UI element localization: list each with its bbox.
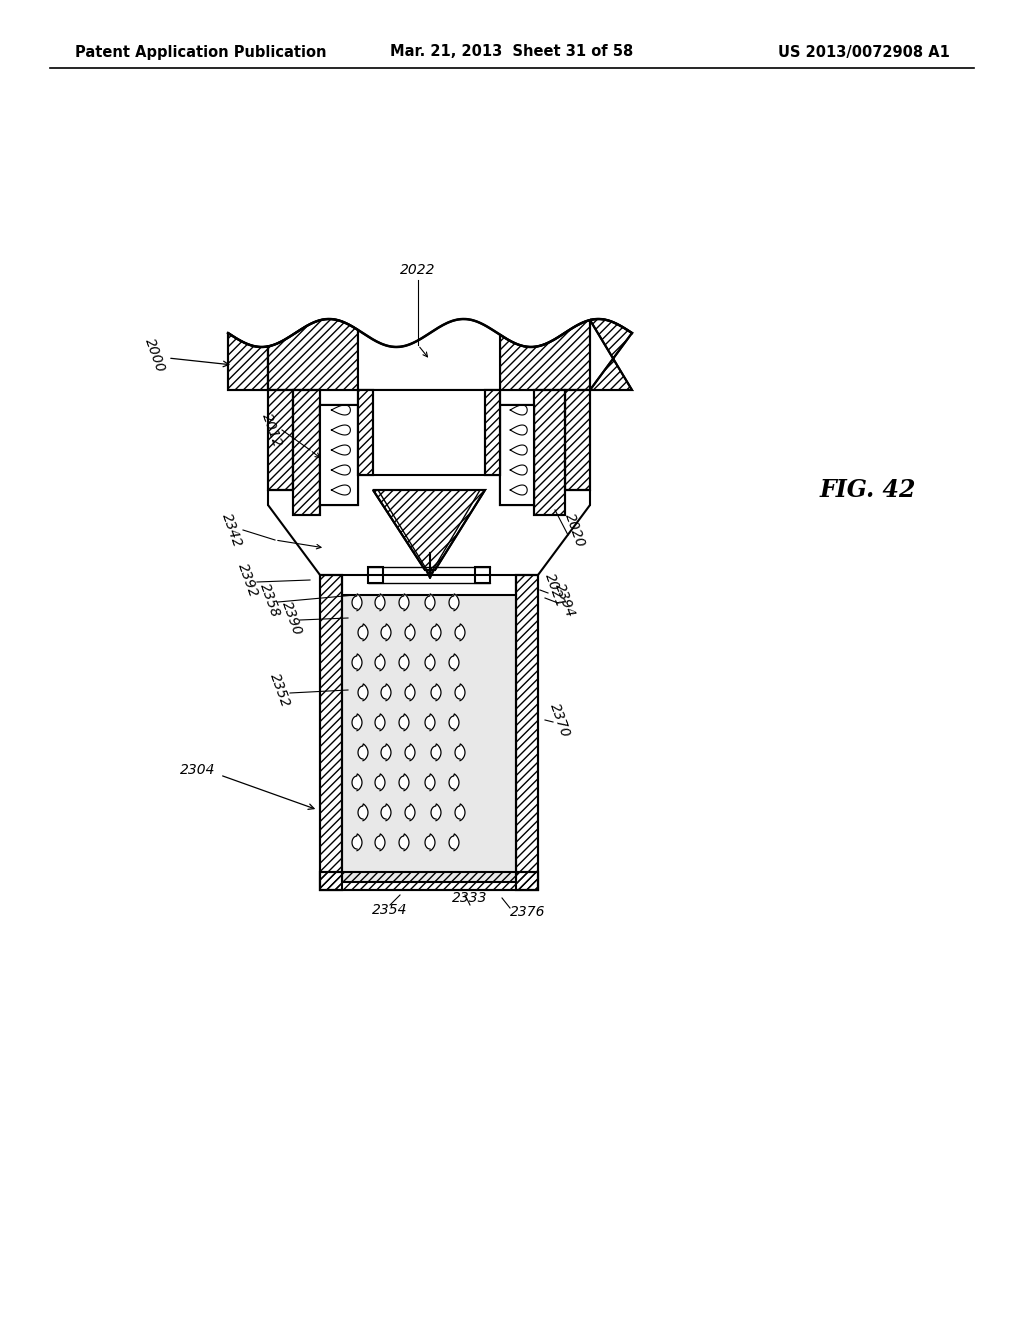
Text: 2392: 2392 — [236, 561, 261, 599]
Text: FIG. 42: FIG. 42 — [820, 478, 916, 502]
Polygon shape — [425, 653, 435, 671]
Polygon shape — [358, 744, 368, 760]
Polygon shape — [352, 594, 362, 611]
Polygon shape — [455, 804, 465, 821]
Text: 2304: 2304 — [179, 763, 215, 777]
Polygon shape — [431, 624, 441, 640]
Polygon shape — [500, 405, 534, 506]
Polygon shape — [406, 684, 415, 701]
Polygon shape — [449, 834, 459, 850]
Text: 2012: 2012 — [259, 411, 285, 449]
Polygon shape — [449, 594, 459, 611]
Text: 2342: 2342 — [219, 511, 245, 549]
Polygon shape — [425, 594, 435, 611]
Polygon shape — [399, 653, 409, 671]
Polygon shape — [352, 653, 362, 671]
Polygon shape — [455, 744, 465, 760]
Polygon shape — [475, 568, 490, 583]
Polygon shape — [406, 804, 415, 821]
Polygon shape — [358, 389, 373, 475]
Text: 2390: 2390 — [280, 599, 305, 638]
Polygon shape — [228, 333, 268, 389]
Polygon shape — [565, 389, 590, 490]
Polygon shape — [500, 405, 534, 506]
Polygon shape — [399, 774, 409, 791]
Polygon shape — [431, 804, 441, 821]
Polygon shape — [268, 319, 358, 389]
Polygon shape — [590, 319, 632, 389]
Polygon shape — [375, 714, 385, 731]
Polygon shape — [381, 684, 391, 701]
Text: 2370: 2370 — [548, 701, 572, 739]
Text: 2376: 2376 — [510, 906, 546, 919]
Polygon shape — [431, 744, 441, 760]
Polygon shape — [516, 576, 538, 890]
Bar — [342, 595, 516, 882]
Text: 2358: 2358 — [257, 581, 283, 619]
Text: 2354: 2354 — [373, 903, 408, 917]
Polygon shape — [406, 624, 415, 640]
Text: 2022: 2022 — [400, 263, 436, 277]
Polygon shape — [534, 389, 565, 515]
Polygon shape — [373, 490, 485, 570]
Text: US 2013/0072908 A1: US 2013/0072908 A1 — [778, 45, 950, 59]
Polygon shape — [319, 405, 358, 506]
Text: 2394: 2394 — [552, 581, 578, 619]
Polygon shape — [352, 834, 362, 850]
Polygon shape — [449, 714, 459, 731]
Polygon shape — [485, 389, 500, 475]
Text: 2352: 2352 — [267, 671, 293, 709]
Polygon shape — [352, 774, 362, 791]
Text: Mar. 21, 2013  Sheet 31 of 58: Mar. 21, 2013 Sheet 31 of 58 — [390, 45, 634, 59]
Polygon shape — [358, 684, 368, 701]
Text: 2000: 2000 — [142, 335, 168, 374]
Polygon shape — [268, 389, 293, 490]
Polygon shape — [352, 714, 362, 731]
Polygon shape — [399, 834, 409, 850]
Polygon shape — [425, 714, 435, 731]
Polygon shape — [375, 653, 385, 671]
Polygon shape — [455, 684, 465, 701]
Polygon shape — [406, 744, 415, 760]
Polygon shape — [381, 804, 391, 821]
Polygon shape — [455, 624, 465, 640]
Text: 2021: 2021 — [543, 572, 567, 609]
Text: Patent Application Publication: Patent Application Publication — [75, 45, 327, 59]
Polygon shape — [375, 834, 385, 850]
Polygon shape — [375, 774, 385, 791]
Polygon shape — [319, 405, 358, 506]
Text: 2333: 2333 — [453, 891, 487, 906]
Polygon shape — [381, 624, 391, 640]
Polygon shape — [381, 744, 391, 760]
Polygon shape — [399, 594, 409, 611]
Polygon shape — [399, 714, 409, 731]
Polygon shape — [358, 804, 368, 821]
Polygon shape — [319, 576, 342, 890]
Polygon shape — [375, 594, 385, 611]
Polygon shape — [425, 774, 435, 791]
Polygon shape — [368, 568, 383, 583]
Polygon shape — [500, 319, 590, 389]
Polygon shape — [358, 389, 500, 475]
Polygon shape — [449, 653, 459, 671]
Polygon shape — [319, 873, 538, 890]
Polygon shape — [431, 684, 441, 701]
Polygon shape — [293, 389, 319, 515]
Polygon shape — [358, 319, 500, 389]
Polygon shape — [358, 624, 368, 640]
Polygon shape — [425, 834, 435, 850]
Text: 2020: 2020 — [562, 511, 588, 549]
Polygon shape — [449, 774, 459, 791]
